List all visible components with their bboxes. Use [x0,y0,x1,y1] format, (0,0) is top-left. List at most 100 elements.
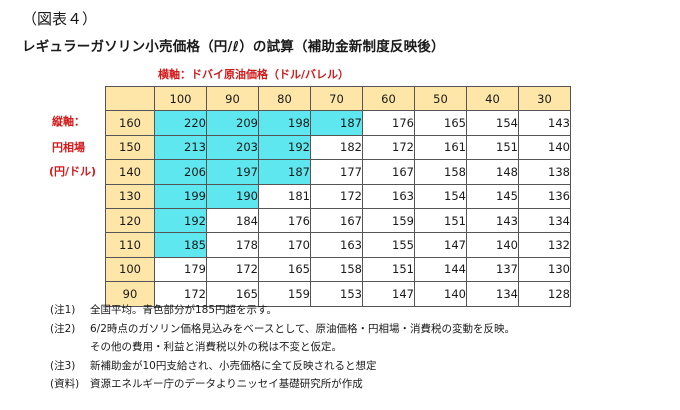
table-cell: 159 [258,281,311,307]
note-text: 新補助金が10円支給され、小売価格に全て反映されると想定 [90,359,377,372]
y-axis-label-line3: (円/ドル) [49,165,97,178]
column-header: 60 [362,85,415,112]
table-cell: 163 [362,183,415,209]
table-cell: 153 [310,281,363,307]
highlighted-cell: 198 [258,110,311,136]
table-cell: 163 [310,232,363,258]
table-cell: 178 [206,232,259,258]
notes: (注1) 全国平均。青色部分が185円超を示す。 (注2) 6/2時点のガソリン価格見… [50,301,515,394]
note-tag: (注2) [50,322,76,335]
table-cell: 184 [206,207,259,234]
table-cell: 148 [466,159,519,185]
highlighted-cell: 199 [154,183,207,209]
note-tag: (資料) [50,378,80,391]
table-cell: 165 [414,110,467,136]
highlighted-cell: 192 [258,134,311,161]
table-cell: 154 [466,110,519,136]
highlighted-cell: 213 [154,134,207,161]
table-cell: 130 [518,256,571,283]
table-cell: 151 [466,134,519,161]
row-header: 160 [105,110,155,136]
column-header: 70 [310,85,363,112]
table-cell: 158 [310,256,363,283]
highlighted-cell: 190 [206,183,259,209]
table-cell: 137 [466,256,519,283]
table-row: 120 192 184 176 167 159 151 143 134 [105,207,571,234]
table-cell: 140 [518,134,571,161]
highlighted-cell: 209 [206,110,259,136]
y-axis-label-line1: 縦軸： [52,115,85,128]
highlighted-cell: 187 [258,159,311,185]
x-axis-label: 横軸：ドバイ原油価格（ドル/バレル） [158,68,350,81]
note-text: 6/2時点のガソリン価格見込みをベースとして、原油価格・円相場・消費税の変動を反… [90,322,516,335]
table-cell: 144 [414,256,467,283]
table-cell: 134 [518,207,571,234]
highlighted-cell: 203 [206,134,259,161]
note-text: 全国平均。青色部分が185円超を示す。 [90,304,277,316]
note-text: その他の費用・利益と消費税以外の税は不変と仮定。 [90,341,342,354]
table-cell: 151 [362,256,415,283]
column-header: 100 [154,85,207,112]
table-row: 130 199 190 181 172 163 154 145 136 [105,183,571,209]
table-cell: 154 [414,183,467,209]
table-cell: 147 [414,232,467,258]
table-cell: 176 [258,207,311,234]
table-cell: 181 [258,183,311,209]
row-header: 90 [105,281,155,307]
table-row: 160 220 209 198 187 176 165 154 143 [105,110,571,136]
column-header: 50 [414,85,467,112]
table-cell: 128 [518,281,571,307]
table-cell: 177 [310,159,363,185]
table-cell: 165 [258,256,311,283]
column-header: 90 [206,85,259,112]
table-cell: 176 [362,110,415,136]
header-row: 100 90 80 70 60 50 40 30 [105,85,571,112]
table-row: 150 213 203 192 182 172 161 151 140 [105,134,571,161]
corner-cell [105,85,155,112]
highlighted-cell: 206 [154,159,207,185]
note-line: (資料) 資源エネルギー庁のデータよりニッセイ基礎研究所が作成 [50,375,515,394]
highlighted-cell: 220 [154,110,207,136]
note-line: (注3) 新補助金が10円支給され、小売価格に全て反映されると想定 [50,357,515,376]
table-cell: 158 [414,159,467,185]
table-cell: 167 [362,159,415,185]
figure-label: （図表４） [22,10,98,28]
table-cell: 167 [310,207,363,234]
note-tag: (注3) [50,359,76,372]
table-cell: 138 [518,159,571,185]
note-line: (注2) 6/2時点のガソリン価格見込みをベースとして、原油価格・円相場・消費税の… [50,320,515,339]
highlighted-cell: 187 [310,110,363,136]
column-header: 40 [466,85,519,112]
table-row: 100 179 172 165 158 151 144 137 130 [105,256,571,283]
note-text: 資源エネルギー庁のデータよりニッセイ基礎研究所が作成 [90,378,363,391]
row-header: 150 [105,134,155,161]
table-cell: 172 [154,281,207,307]
table-cell: 161 [414,134,467,161]
column-header: 30 [518,85,571,112]
table-cell: 172 [362,134,415,161]
table-cell: 182 [310,134,363,161]
table-cell: 132 [518,232,571,258]
note-tag: (注1) [50,304,76,316]
table-cell: 159 [362,207,415,234]
table-row: 90 172 165 159 153 147 140 134 128 [105,281,571,307]
y-axis-label-line2: 円相場 [52,141,85,154]
table-cell: 179 [154,256,207,283]
table-title: レギュラーガソリン小売価格（円/ℓ）の試算（補助金新制度反映後） [22,39,445,55]
row-header: 120 [105,207,155,234]
highlighted-cell: 197 [206,159,259,185]
row-header: 140 [105,159,155,185]
column-header: 80 [258,85,311,112]
table-cell: 172 [206,256,259,283]
highlighted-cell: 185 [154,232,207,258]
table-cell: 145 [466,183,519,209]
table-row: 110 185 178 170 163 155 147 140 132 [105,232,571,258]
row-header: 110 [105,232,155,258]
table-cell: 140 [414,281,467,307]
table-cell: 134 [466,281,519,307]
table-cell: 165 [206,281,259,307]
table-cell: 143 [518,110,571,136]
table-cell: 151 [414,207,467,234]
price-table: 100 90 80 70 60 50 40 30 160 220 209 198 187 176 165 15… [105,85,571,307]
table-row: 140 206 197 187 177 167 158 148 138 [105,159,571,185]
